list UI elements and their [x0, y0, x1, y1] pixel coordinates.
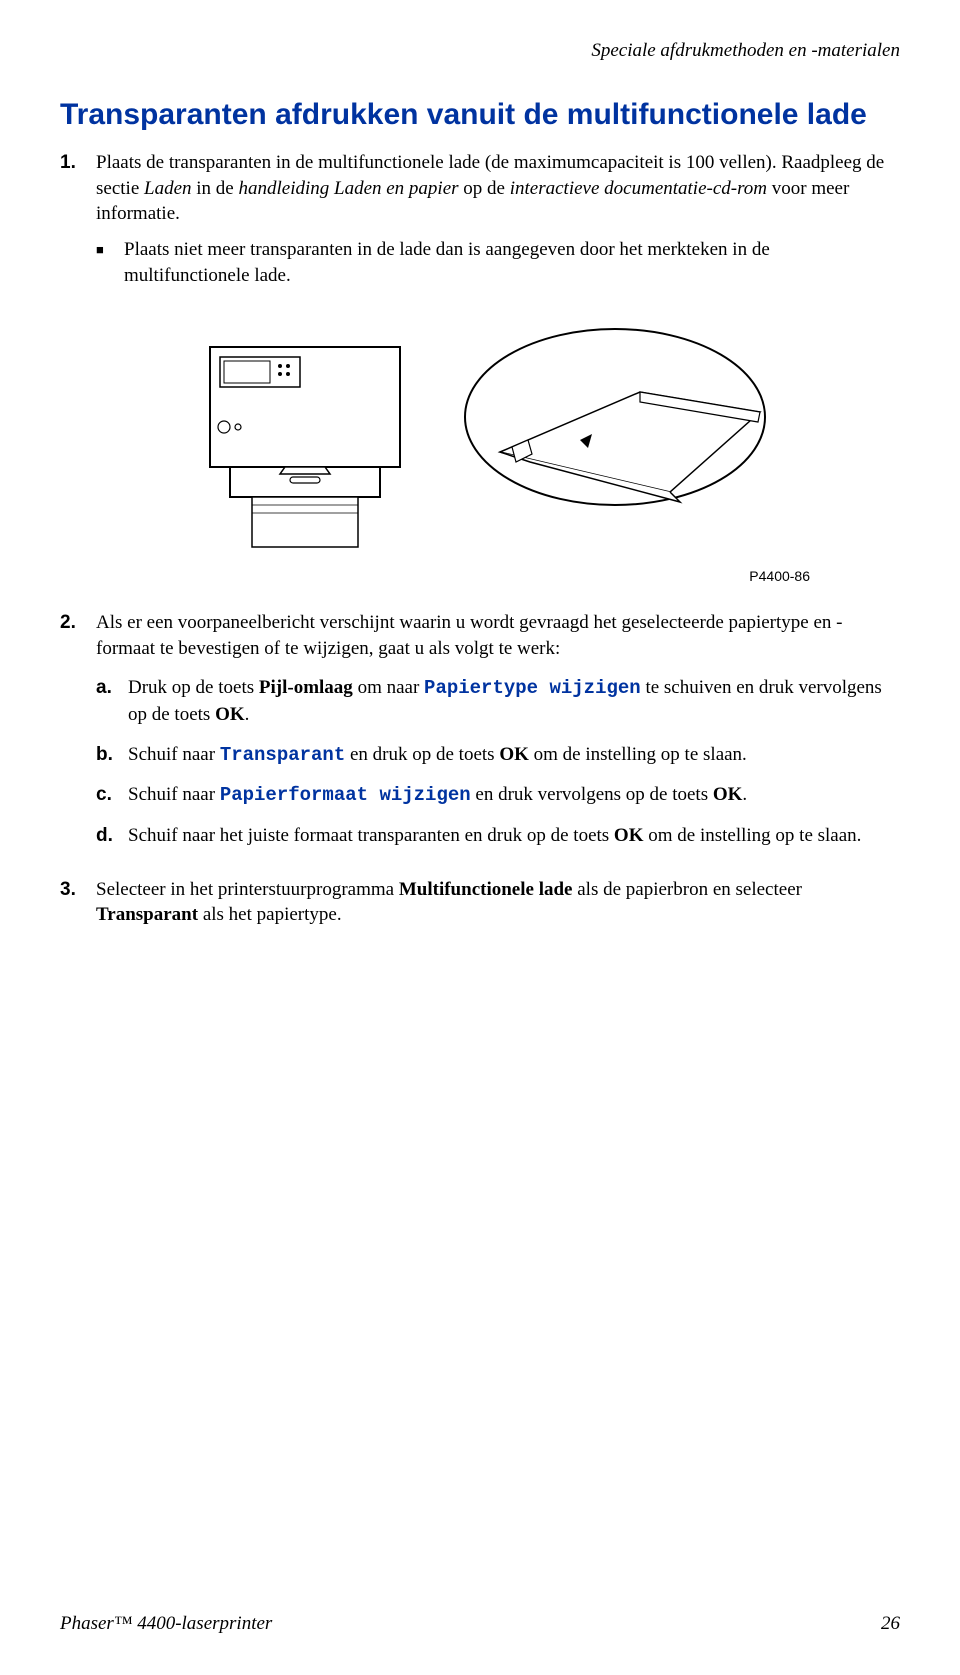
t-bold: OK [713, 784, 743, 805]
substep-text: Druk op de toets Pijl-omlaag om naar Pap… [128, 675, 900, 727]
main-steps-cont: 2. Als er een voorpaneelbericht verschij… [60, 610, 900, 928]
figure-row [60, 322, 900, 552]
printer-front-icon [190, 322, 420, 552]
text-italic: interactieve documentatie-cd-rom [510, 178, 767, 199]
substep-text: Schuif naar Papierformaat wijzigen en dr… [128, 782, 900, 809]
t: als het papiertype. [198, 904, 342, 925]
substep-d: d. Schuif naar het juiste formaat transp… [96, 823, 900, 849]
bullet-item: ■ Plaats niet meer transparanten in de l… [96, 237, 900, 288]
step-body: Plaats de transparanten in de multifunct… [96, 150, 900, 296]
text-italic: handleiding Laden en papier [238, 178, 458, 199]
t: . [245, 704, 250, 725]
footer-left: Phaser™ 4400-laserprinter [60, 1613, 272, 1635]
step-number: 1. [60, 150, 96, 296]
t: als de papierbron en selecteer [572, 879, 801, 900]
step-2: 2. Als er een voorpaneelbericht verschij… [60, 610, 900, 862]
t: Selecteer in het printerstuurprogramma [96, 879, 399, 900]
substep-letter: c. [96, 782, 128, 809]
substep-c: c. Schuif naar Papierformaat wijzigen en… [96, 782, 900, 809]
t-code: Papiertype wijzigen [424, 677, 641, 699]
t: Schuif naar het juiste formaat transpara… [128, 825, 614, 846]
main-steps: 1. Plaats de transparanten in de multifu… [60, 150, 900, 296]
t: om de instelling op te slaan. [529, 744, 747, 765]
t: om de instelling op te slaan. [643, 825, 861, 846]
t-bold: OK [215, 704, 245, 725]
bullet-square-icon: ■ [96, 237, 124, 288]
t-bold: Transparant [96, 904, 198, 925]
substep-letter: b. [96, 742, 128, 769]
text-italic: Laden [144, 178, 192, 199]
running-header: Speciale afdrukmethoden en -materialen [60, 40, 900, 62]
step-number: 2. [60, 610, 96, 862]
t: om naar [353, 677, 424, 698]
sub-bullets: ■ Plaats niet meer transparanten in de l… [96, 237, 900, 288]
t-code: Papierformaat wijzigen [220, 784, 471, 806]
step-3: 3. Selecteer in het printerstuurprogramm… [60, 877, 900, 928]
t-bold: OK [499, 744, 529, 765]
substep-text: Schuif naar het juiste formaat transpara… [128, 823, 900, 849]
bullet-text: Plaats niet meer transparanten in de lad… [124, 237, 900, 288]
t: en druk vervolgens op de toets [471, 784, 713, 805]
footer-page-number: 26 [881, 1613, 900, 1635]
substeps: a. Druk op de toets Pijl-omlaag om naar … [96, 675, 900, 848]
step-1: 1. Plaats de transparanten in de multifu… [60, 150, 900, 296]
t: Schuif naar [128, 784, 220, 805]
step-number: 3. [60, 877, 96, 928]
substep-b: b. Schuif naar Transparant en druk op de… [96, 742, 900, 769]
tray-fill-line-icon [460, 322, 770, 512]
substep-letter: d. [96, 823, 128, 849]
substep-a: a. Druk op de toets Pijl-omlaag om naar … [96, 675, 900, 727]
figure-caption: P4400-86 [60, 568, 810, 584]
t: Schuif naar [128, 744, 220, 765]
text: op de [459, 178, 510, 199]
step-body: Selecteer in het printerstuurprogramma M… [96, 877, 900, 928]
substep-letter: a. [96, 675, 128, 727]
section-title: Transparanten afdrukken vanuit de multif… [60, 98, 900, 132]
t-bold: OK [614, 825, 644, 846]
t: en druk op de toets [345, 744, 499, 765]
t: . [742, 784, 747, 805]
substep-text: Schuif naar Transparant en druk op de to… [128, 742, 900, 769]
text: Als er een voorpaneelbericht verschijnt … [96, 612, 842, 659]
t: Druk op de toets [128, 677, 259, 698]
t-bold: Multifunctionele lade [399, 879, 573, 900]
t-code: Transparant [220, 744, 345, 766]
t-bold: Pijl-omlaag [259, 677, 353, 698]
page-footer: Phaser™ 4400-laserprinter 26 [60, 1613, 900, 1635]
step-body: Als er een voorpaneelbericht verschijnt … [96, 610, 900, 862]
text: in de [192, 178, 239, 199]
